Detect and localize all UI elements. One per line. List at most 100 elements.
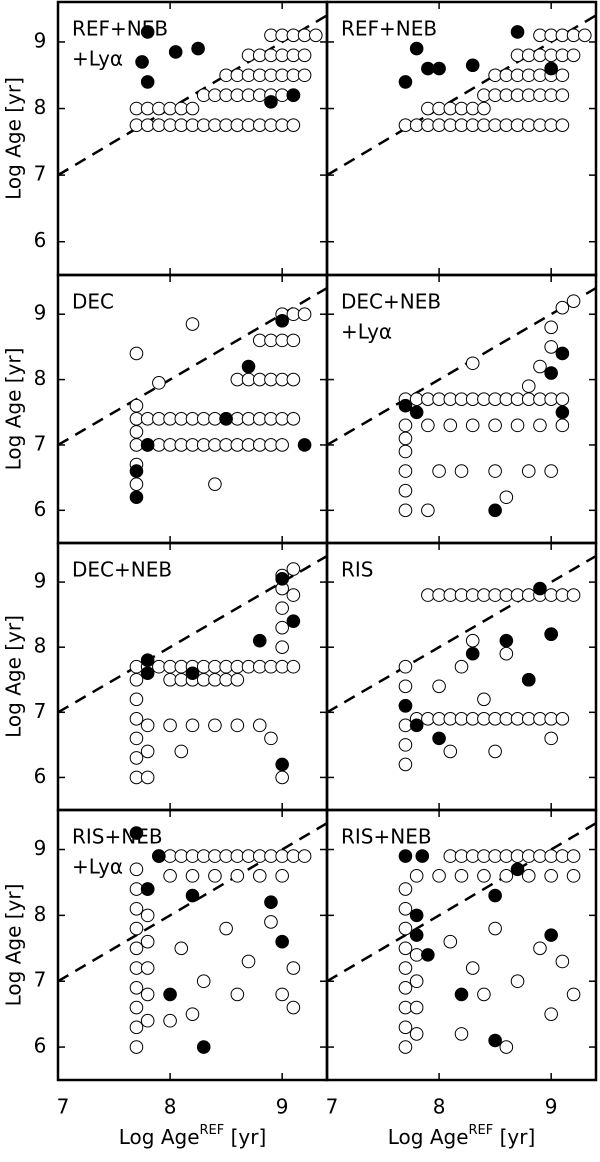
data-point (241, 359, 256, 374)
data-point (275, 770, 289, 785)
data-point (398, 464, 413, 478)
data-point (252, 869, 267, 883)
data-point (129, 901, 144, 916)
x-axis-label: Log AgeREF [yr] (388, 1123, 536, 1149)
data-point (286, 562, 301, 576)
data-point (398, 849, 413, 863)
panel-label: +Lyα (72, 47, 123, 71)
panel: 7 8 9 RIS+NEB Log AgeREF [yr] (325, 808, 598, 1149)
panel: REF+NEB (325, 0, 598, 277)
data-point (488, 744, 502, 759)
data-point (219, 921, 233, 936)
panel-label: RIS (341, 558, 374, 582)
one-to-one-line (326, 286, 597, 447)
data-point (409, 1027, 424, 1041)
panel-frame (325, 808, 598, 1082)
data-point (499, 633, 514, 648)
y-tick-label: 8 (34, 634, 47, 658)
x-tick-label: 9 (545, 1095, 558, 1119)
data-point (544, 869, 558, 883)
y-tick-label: 9 (34, 836, 47, 860)
data-point (185, 888, 200, 903)
one-to-one-line (326, 822, 597, 983)
data-point (465, 418, 480, 433)
data-point (129, 1000, 144, 1015)
data-point (286, 588, 301, 602)
data-point (432, 464, 446, 478)
data-point (544, 61, 558, 76)
data-point (432, 61, 446, 76)
data-point (499, 1040, 514, 1054)
data-point (230, 672, 245, 687)
data-point (308, 28, 323, 43)
x-axis-label-main: Log Age (119, 1125, 200, 1149)
data-point (465, 633, 480, 648)
data-point (286, 412, 301, 426)
y-tick-label: 7 (34, 699, 47, 723)
data-point (152, 376, 166, 390)
data-point (264, 731, 278, 746)
x-axis-label-sup: REF (469, 1123, 494, 1138)
x-axis-label-unit: [yr] (224, 1125, 266, 1149)
data-point (196, 974, 211, 989)
y-tick-label: 8 (34, 95, 47, 119)
panel-frame (325, 541, 598, 812)
y-axis-label: Log Age [yr] (2, 348, 26, 471)
data-point (409, 974, 424, 989)
data-point (297, 849, 312, 863)
panel-frame (56, 0, 329, 277)
data-point (499, 490, 514, 505)
x-axis-label-sup: REF (200, 1123, 225, 1138)
data-point (140, 438, 155, 452)
data-point (477, 692, 491, 707)
data-point (521, 379, 536, 393)
one-to-one-line (57, 286, 328, 447)
x-axis-label: Log AgeREF [yr] (119, 1123, 267, 1149)
data-point (129, 477, 144, 491)
data-point (409, 908, 424, 923)
data-point (510, 974, 525, 989)
panel-label: +Lyα (72, 855, 123, 879)
data-point (555, 346, 570, 361)
data-point (129, 464, 144, 478)
data-point (521, 464, 536, 478)
data-point (555, 68, 570, 83)
data-point (398, 1040, 413, 1054)
data-point (465, 646, 480, 661)
one-to-one-line (57, 554, 328, 714)
y-tick-label: 6 (34, 764, 47, 788)
data-point (398, 483, 413, 498)
data-point (140, 25, 155, 39)
data-point (135, 55, 149, 69)
data-point (129, 712, 144, 726)
data-point (286, 659, 301, 674)
data-point (129, 981, 144, 995)
y-tick-label: 6 (34, 497, 47, 521)
data-point (275, 869, 289, 883)
data-point (432, 679, 446, 694)
data-point (443, 934, 458, 949)
data-point (488, 503, 502, 518)
data-point (488, 464, 502, 478)
data-point (275, 987, 289, 1002)
data-point (488, 1033, 502, 1048)
data-point (465, 58, 480, 73)
y-tick-label: 8 (34, 902, 47, 926)
data-point (163, 987, 177, 1002)
data-point (264, 895, 278, 909)
data-point (275, 640, 289, 654)
data-point (555, 954, 570, 969)
data-point (275, 313, 289, 328)
panel-label: REF+NEB (341, 17, 437, 41)
data-point (129, 751, 144, 765)
data-point (398, 444, 413, 459)
data-point (208, 477, 222, 491)
data-point (286, 88, 301, 103)
data-point (566, 588, 581, 602)
data-point (521, 869, 536, 883)
data-point (286, 118, 301, 132)
data-point (533, 418, 547, 433)
data-point (454, 464, 469, 478)
data-point (129, 731, 144, 746)
data-point (409, 718, 424, 733)
